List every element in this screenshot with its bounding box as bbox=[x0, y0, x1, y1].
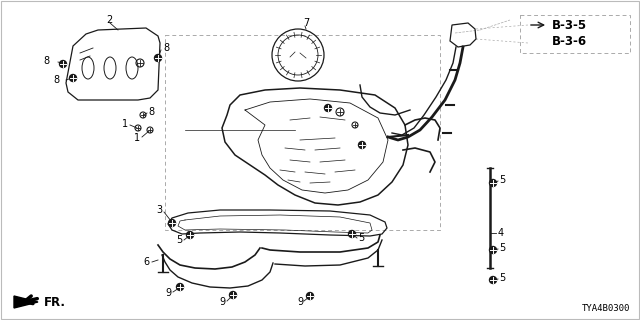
Text: 3: 3 bbox=[156, 205, 162, 215]
Text: 8: 8 bbox=[163, 43, 169, 53]
Circle shape bbox=[490, 180, 497, 187]
Circle shape bbox=[490, 276, 497, 284]
Circle shape bbox=[490, 246, 497, 253]
Bar bbox=[165, 35, 440, 230]
Text: 5: 5 bbox=[499, 175, 505, 185]
Text: 1: 1 bbox=[122, 119, 128, 129]
Text: 8: 8 bbox=[148, 107, 154, 117]
Polygon shape bbox=[14, 296, 38, 308]
Text: 8: 8 bbox=[54, 75, 60, 85]
Circle shape bbox=[307, 292, 314, 300]
Text: FR.: FR. bbox=[44, 295, 66, 308]
Text: 9: 9 bbox=[297, 297, 303, 307]
Circle shape bbox=[177, 284, 184, 291]
Circle shape bbox=[230, 292, 237, 299]
Text: 7: 7 bbox=[303, 18, 309, 28]
Text: 4: 4 bbox=[498, 228, 504, 238]
Text: 5: 5 bbox=[499, 273, 505, 283]
Text: B-3-6: B-3-6 bbox=[552, 35, 587, 47]
Text: 9: 9 bbox=[220, 297, 226, 307]
Circle shape bbox=[168, 220, 175, 227]
Circle shape bbox=[324, 105, 332, 111]
Text: 5: 5 bbox=[499, 243, 505, 253]
Text: TYA4B0300: TYA4B0300 bbox=[582, 304, 630, 313]
Text: 2: 2 bbox=[106, 15, 112, 25]
Bar bbox=[520, 15, 630, 53]
Circle shape bbox=[60, 60, 67, 68]
Text: 5: 5 bbox=[176, 235, 182, 245]
Text: 5: 5 bbox=[358, 233, 364, 243]
Circle shape bbox=[154, 54, 161, 61]
Text: 8: 8 bbox=[44, 56, 50, 66]
Text: B-3-5: B-3-5 bbox=[552, 19, 587, 31]
Text: 1: 1 bbox=[134, 133, 140, 143]
Text: 6: 6 bbox=[144, 257, 150, 267]
Circle shape bbox=[349, 230, 355, 237]
Circle shape bbox=[70, 75, 77, 82]
Text: 9: 9 bbox=[166, 288, 172, 298]
Circle shape bbox=[358, 141, 365, 148]
Circle shape bbox=[186, 231, 193, 238]
